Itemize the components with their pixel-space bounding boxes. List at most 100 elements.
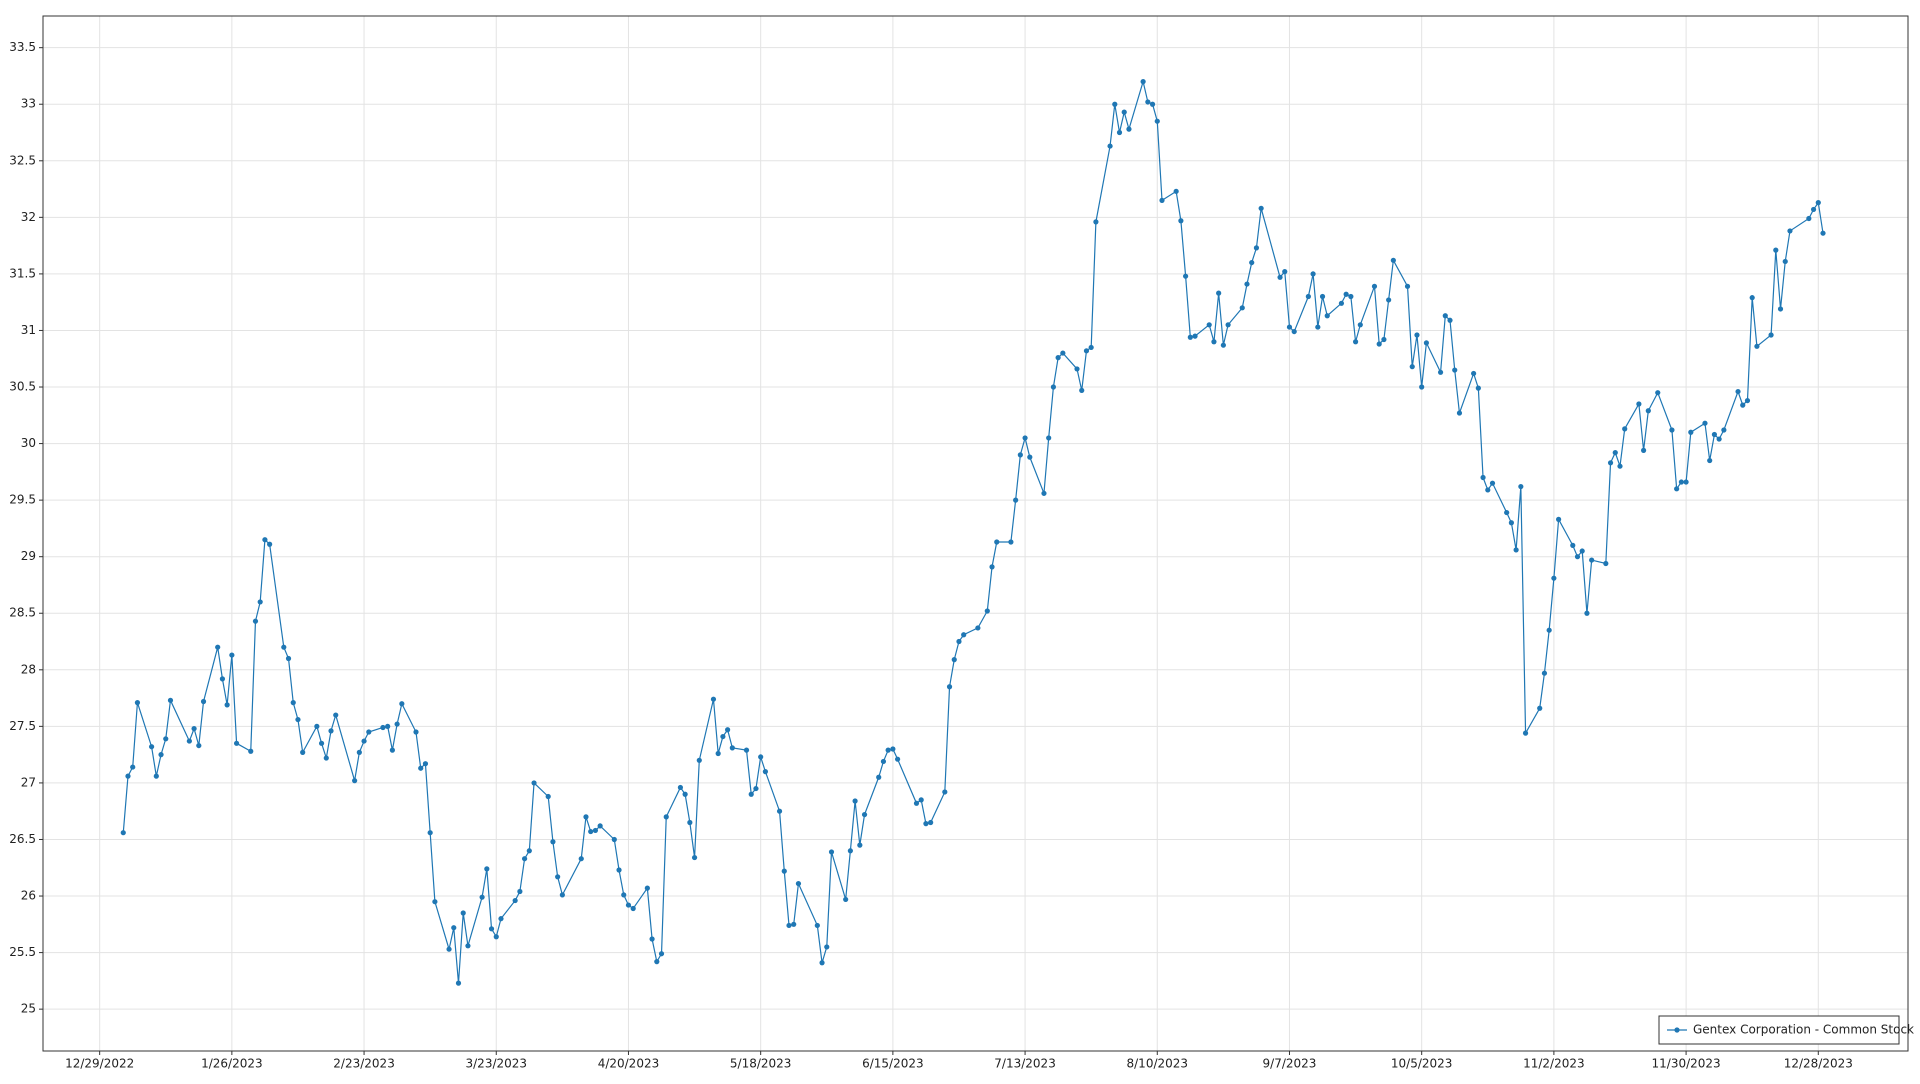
data-point: [493, 934, 499, 940]
data-point: [1522, 730, 1529, 736]
data-point: [1074, 366, 1080, 372]
y-tick-label: 25.5: [9, 945, 36, 959]
data-point: [1386, 297, 1392, 303]
x-tick-label: 8/10/2023: [1127, 1057, 1189, 1071]
data-point: [1013, 497, 1019, 503]
data-point: [1456, 410, 1463, 416]
data-point: [625, 902, 632, 908]
data-point: [1050, 384, 1057, 390]
data-point: [224, 702, 230, 708]
data-point: [531, 780, 537, 786]
data-point: [682, 791, 688, 797]
data-point: [1744, 397, 1751, 404]
data-point: [1348, 293, 1354, 300]
data-point: [1735, 388, 1741, 395]
data-point: [1404, 283, 1411, 289]
data-point: [555, 874, 561, 880]
y-tick-label: 26: [21, 889, 36, 903]
data-point: [1225, 322, 1231, 328]
data-point: [994, 539, 1000, 545]
y-tick-label: 29.5: [9, 493, 36, 507]
data-point: [1390, 257, 1396, 263]
data-point: [658, 951, 665, 957]
x-tick-label: 11/30/2023: [1652, 1057, 1721, 1071]
data-point: [758, 754, 764, 760]
x-tick-label: 4/20/2023: [598, 1057, 660, 1071]
data-point: [361, 738, 367, 744]
data-point: [975, 625, 981, 631]
data-point: [196, 742, 202, 749]
data-point: [1711, 431, 1718, 438]
data-point: [399, 701, 405, 707]
data-point: [578, 856, 584, 862]
data-point: [1178, 218, 1184, 224]
data-point: [120, 830, 126, 836]
data-point: [545, 793, 551, 800]
data-point: [1357, 322, 1363, 328]
data-point: [786, 922, 792, 929]
data-point: [1574, 554, 1581, 560]
data-point: [1206, 322, 1212, 328]
data-point: [630, 905, 636, 912]
data-point: [1773, 247, 1779, 253]
data-point: [1645, 408, 1651, 414]
data-point: [597, 823, 603, 829]
data-point: [743, 747, 750, 753]
y-tick-label: 25: [21, 1002, 36, 1016]
data-point: [267, 541, 273, 547]
data-point: [1239, 305, 1245, 311]
data-point: [1518, 483, 1524, 490]
data-point: [285, 655, 292, 662]
data-point: [460, 910, 466, 916]
data-point: [1537, 705, 1543, 711]
data-point: [229, 652, 235, 658]
data-point: [1017, 452, 1023, 458]
x-tick-label: 3/23/2023: [466, 1057, 528, 1071]
data-point: [1315, 324, 1321, 330]
data-point: [1041, 490, 1047, 496]
data-point: [512, 897, 518, 904]
x-tick-label: 12/28/2023: [1784, 1057, 1853, 1071]
data-point: [616, 867, 622, 873]
data-point: [290, 700, 296, 706]
x-tick-label: 11/2/2023: [1523, 1057, 1585, 1071]
data-point: [1343, 291, 1349, 297]
data-point: [1282, 269, 1288, 275]
data-point: [1485, 487, 1491, 493]
y-tick-label: 30.5: [9, 380, 36, 394]
data-point: [257, 599, 263, 605]
data-point: [1305, 293, 1311, 300]
data-point: [318, 740, 325, 746]
data-point: [592, 827, 599, 834]
data-point: [186, 738, 192, 744]
data-point: [1603, 560, 1609, 567]
data-point: [252, 618, 259, 624]
x-tick-label: 10/5/2023: [1391, 1057, 1453, 1071]
data-point: [1253, 245, 1260, 251]
data-point: [1249, 259, 1255, 266]
data-point: [1008, 539, 1014, 545]
data-point: [1504, 509, 1510, 516]
data-point: [1352, 339, 1359, 345]
data-point: [1810, 206, 1817, 213]
data-point: [134, 700, 141, 706]
data-point: [918, 797, 924, 803]
x-tick-label: 6/15/2023: [862, 1057, 924, 1071]
data-point: [946, 684, 953, 690]
data-point: [1192, 333, 1198, 339]
data-point: [1754, 343, 1760, 349]
data-point: [1093, 219, 1099, 225]
data-point: [691, 854, 698, 861]
legend-marker: [1674, 1027, 1680, 1033]
data-point: [1371, 283, 1378, 289]
data-point: [649, 936, 655, 942]
x-tick-label: 1/26/2023: [201, 1057, 263, 1071]
data-point: [158, 752, 164, 758]
data-point: [1027, 454, 1033, 460]
data-point: [1126, 126, 1132, 132]
y-tick-label: 26.5: [9, 832, 36, 846]
data-point: [1324, 313, 1330, 319]
x-tick-label: 7/13/2023: [994, 1057, 1056, 1071]
